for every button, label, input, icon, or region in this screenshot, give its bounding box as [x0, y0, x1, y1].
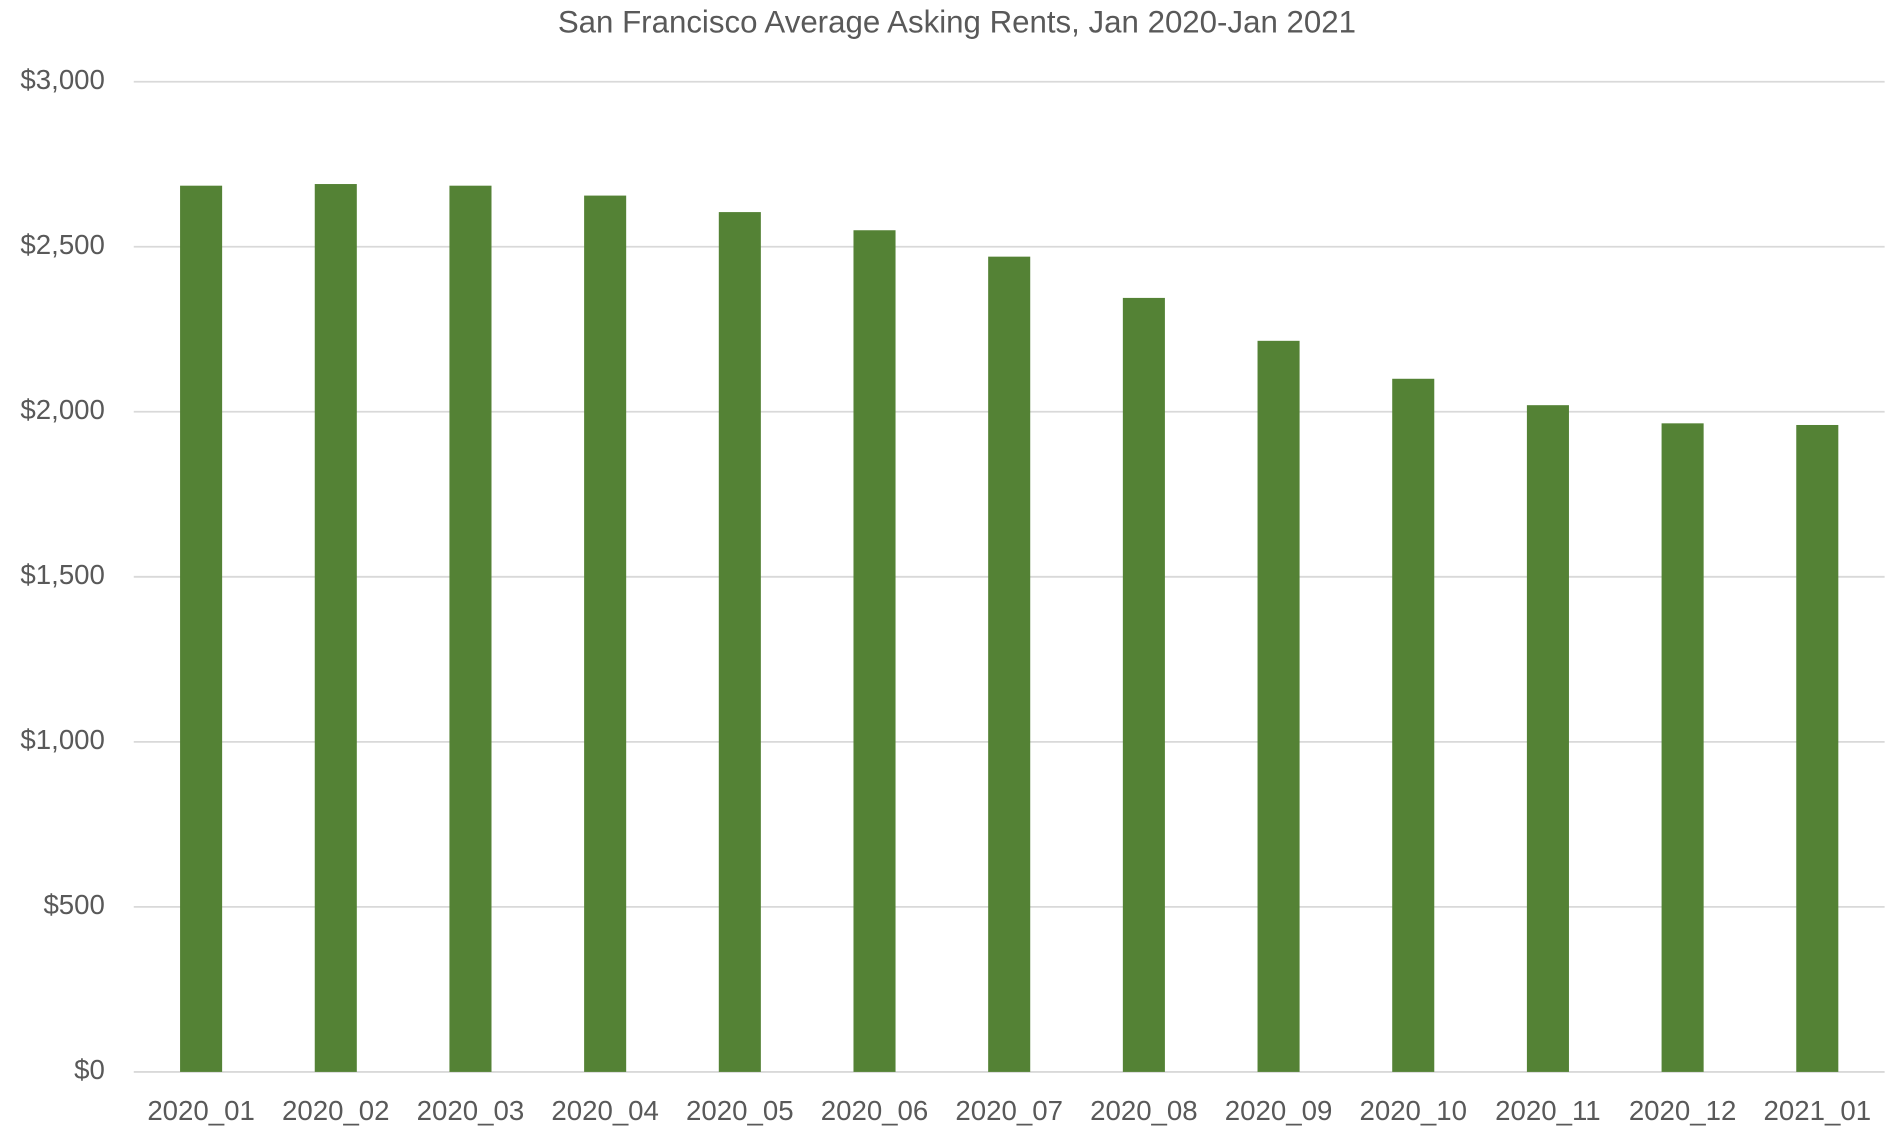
y-tick-label: $0: [74, 1054, 105, 1085]
x-tick-label: 2020_04: [551, 1095, 659, 1126]
bar: [314, 184, 357, 1072]
bar: [718, 212, 761, 1072]
x-tick-label: 2020_07: [955, 1095, 1063, 1126]
bar: [1122, 297, 1165, 1072]
x-tick-label: 2020_02: [282, 1095, 390, 1126]
y-tick-label: $1,000: [20, 724, 105, 755]
y-tick-label: $2,000: [20, 394, 105, 425]
x-tick-label: 2021_01: [1764, 1095, 1872, 1126]
bar: [1392, 378, 1435, 1072]
x-tick-label: 2020_01: [147, 1095, 255, 1126]
bar: [1257, 340, 1300, 1072]
bar: [584, 195, 627, 1072]
y-tick-label: $2,500: [20, 229, 105, 260]
bar: [1796, 424, 1839, 1072]
x-tick-label: 2020_10: [1359, 1095, 1467, 1126]
x-tick-label: 2020_08: [1090, 1095, 1198, 1126]
x-tick-label: 2020_06: [821, 1095, 929, 1126]
y-tick-label: $3,000: [20, 64, 105, 95]
chart-title: San Francisco Average Asking Rents, Jan …: [558, 4, 1356, 39]
bar: [853, 230, 896, 1072]
bar: [1661, 423, 1704, 1072]
x-tick-label: 2020_12: [1629, 1095, 1737, 1126]
bar: [180, 185, 223, 1072]
y-tick-label: $1,500: [20, 559, 105, 590]
y-tick-label: $500: [43, 889, 104, 920]
bar: [1526, 405, 1569, 1072]
bar: [449, 185, 492, 1072]
x-tick-label: 2020_11: [1495, 1095, 1601, 1126]
x-tick-label: 2020_03: [417, 1095, 525, 1126]
x-tick-label: 2020_05: [686, 1095, 794, 1126]
x-tick-label: 2020_09: [1225, 1095, 1333, 1126]
bar: [988, 256, 1031, 1072]
